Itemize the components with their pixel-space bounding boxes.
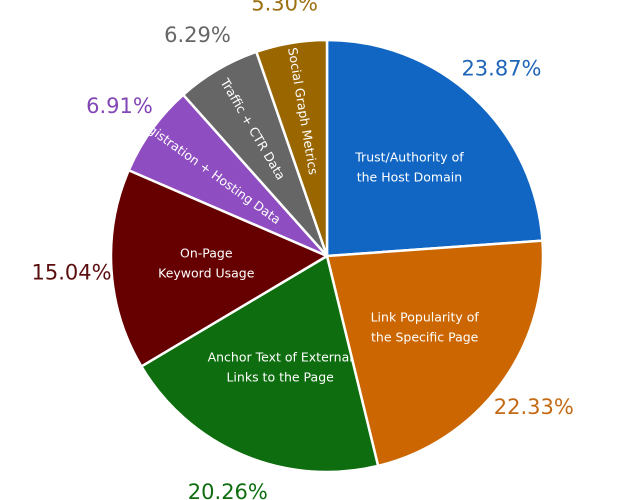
slice-category-label: Trust/Authority of the Host Domain (354, 149, 464, 184)
pie-slice (254, 38, 329, 257)
slice-category-label: Anchor Text of External Links to the Page (208, 350, 353, 385)
pie-slices (109, 38, 545, 474)
slice-percent-label: 6.91% (86, 94, 153, 118)
slice-percent-label: 23.87% (461, 57, 541, 81)
pie-slice (109, 168, 330, 369)
slice-percent-label: 6.29% (164, 23, 231, 47)
pie-slice (325, 239, 545, 468)
slice-percent-label: 5.30% (251, 0, 318, 16)
pie-slice (325, 38, 544, 258)
slice-percent-label: 15.04% (31, 260, 111, 284)
slice-category-label: Link Popularity of the Specific Page (371, 309, 480, 344)
pie-slice (139, 254, 380, 474)
slice-percent-label: 20.26% (188, 480, 268, 500)
slice-category-label: On-Page Keyword Usage (158, 246, 255, 281)
slice-percent-label: 22.33% (494, 395, 574, 419)
